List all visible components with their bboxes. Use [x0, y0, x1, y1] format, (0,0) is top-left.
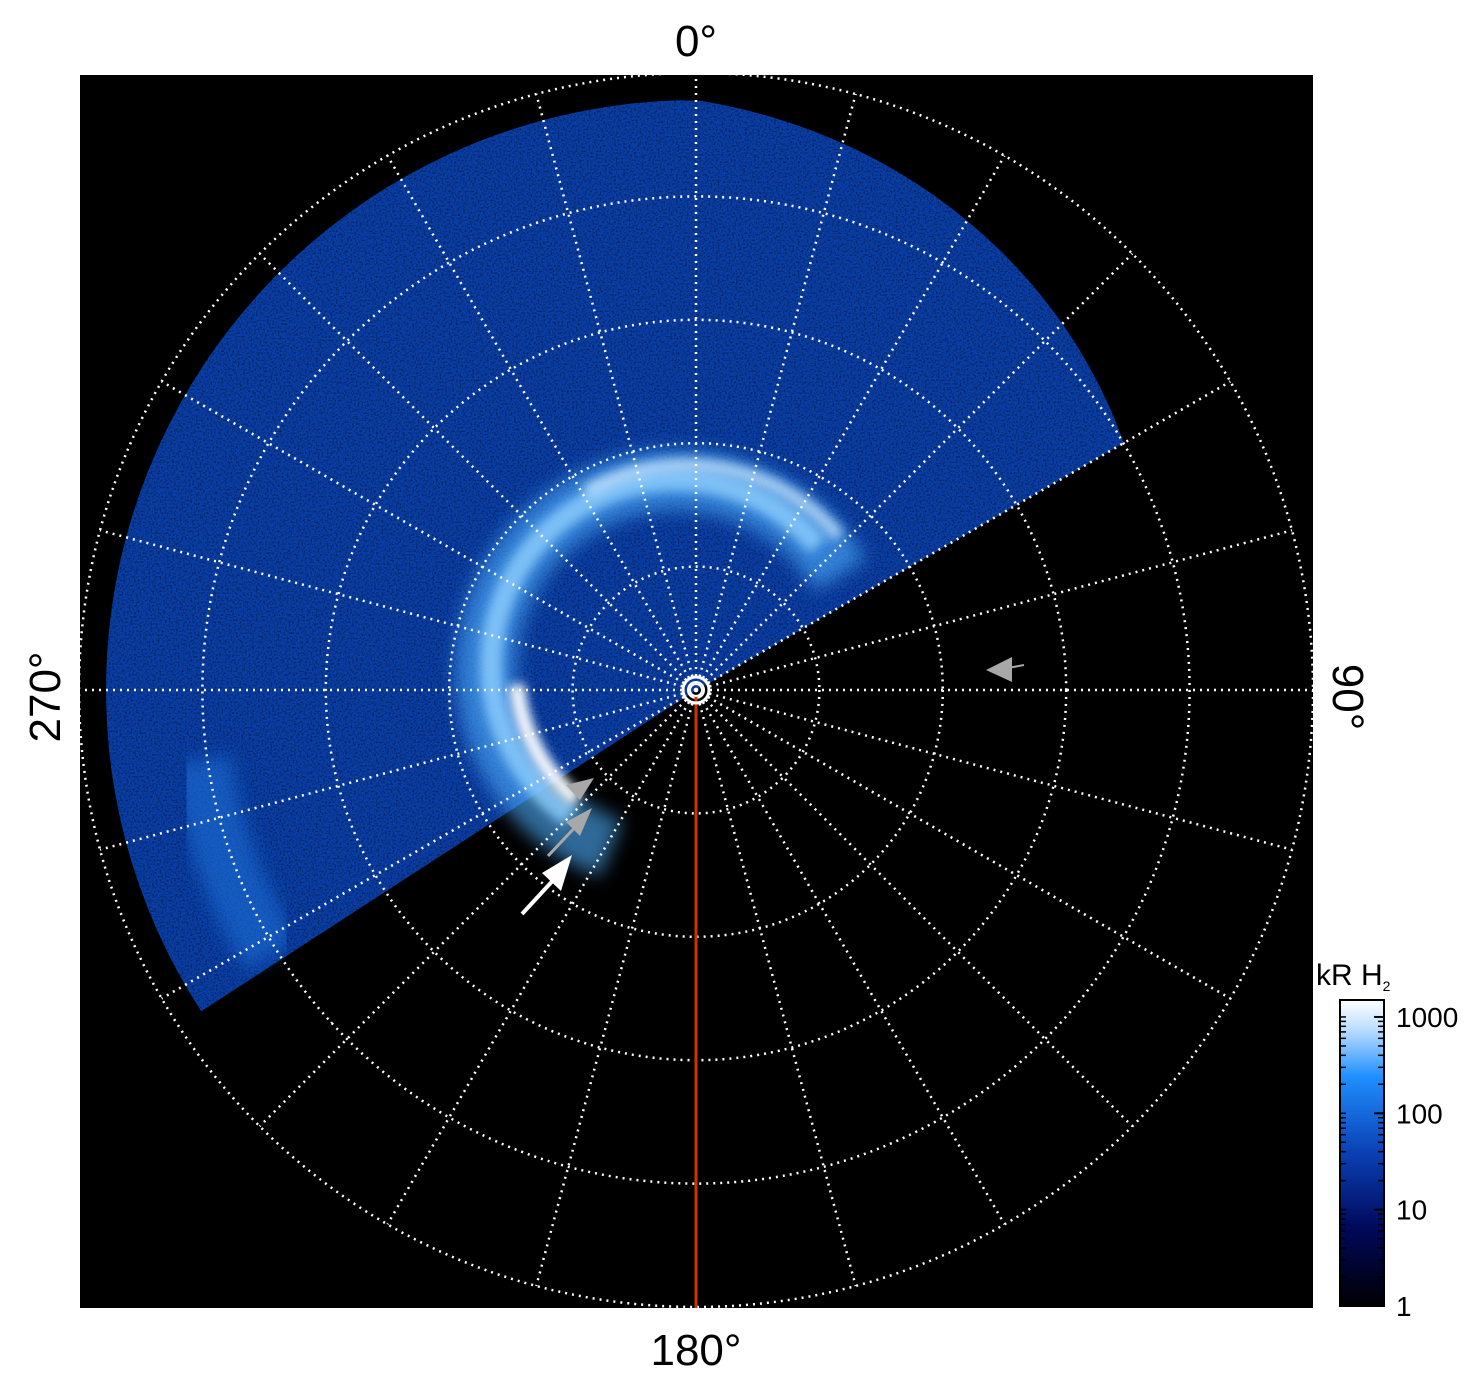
grid-spoke	[695, 688, 1293, 851]
colorbar-gradient	[1339, 999, 1385, 1307]
grid-spoke	[695, 380, 1231, 692]
colorbar-ticks: 1000 100 10 1	[1340, 1002, 1458, 1322]
grid-spoke	[258, 252, 697, 691]
grid-spoke	[695, 689, 1134, 1128]
grid-spoke	[161, 688, 697, 1000]
emission-sector	[106, 100, 1124, 1012]
pole-marker-outer	[681, 675, 711, 705]
colorbar-title: kR H2	[1316, 959, 1391, 994]
colorbar-tick-label: 1	[1396, 1291, 1412, 1322]
grid-ring	[201, 195, 1191, 1185]
grid-spoke	[695, 688, 1231, 1000]
grid-spoke	[258, 689, 697, 1128]
auroral-oval-bright-core	[508, 683, 582, 807]
outer-emission-band	[171, 755, 298, 972]
gray-arrowhead-icon	[566, 778, 594, 800]
grid-spoke	[99, 688, 697, 851]
auroral-arc-dawn	[582, 458, 845, 541]
angle-label-top: 0°	[675, 17, 717, 66]
grid-spoke	[99, 529, 697, 692]
grid-spoke	[694, 93, 857, 691]
grid-ring	[571, 565, 821, 815]
gray-arrow-right-icon	[986, 657, 1025, 682]
colorbar-tick-label: 10	[1396, 1195, 1427, 1226]
emission-texture	[106, 100, 1124, 1012]
auroral-oval	[479, 468, 826, 826]
grid-spoke	[535, 93, 698, 691]
colorbar-tick-label: 1000	[1396, 1002, 1458, 1033]
grid-spoke	[695, 529, 1293, 692]
white-arrow-icon	[520, 855, 572, 916]
colorbar: kR H2 1000 100 10 1	[1316, 959, 1458, 1322]
grid-spoke	[694, 155, 1006, 691]
pole-marker-inner	[689, 683, 703, 697]
grid-spoke	[386, 155, 698, 691]
angle-label-right: 90°	[1323, 664, 1372, 731]
grid-spoke	[694, 689, 857, 1287]
gray-arrow-icon	[546, 808, 592, 858]
grid-spoke	[535, 689, 698, 1287]
grid-spoke	[161, 380, 697, 692]
grid-spoke	[694, 689, 1006, 1225]
grid-spoke	[695, 252, 1134, 691]
grid-spoke	[386, 689, 698, 1225]
colorbar-tick-label: 100	[1396, 1098, 1443, 1129]
angle-label-bottom: 180°	[650, 1326, 741, 1375]
angle-label-left: 270°	[21, 651, 70, 742]
